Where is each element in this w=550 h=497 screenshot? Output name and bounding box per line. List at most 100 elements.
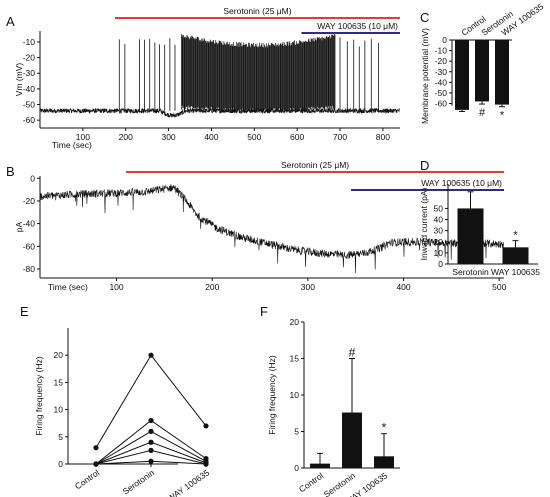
panel-letter-d: D: [420, 158, 429, 173]
category-label: WAY 100635: [491, 267, 540, 277]
y-tick-label: -10: [435, 46, 448, 56]
y-axis-label: Vm (mV): [14, 63, 24, 97]
cell-point: [203, 423, 209, 429]
y-tick-label: -80: [23, 264, 36, 274]
y-tick-label: 15: [54, 377, 64, 387]
significance-mark: #: [479, 107, 486, 119]
y-tick-label: -60: [23, 115, 36, 125]
cell-point: [148, 458, 154, 464]
cell-point: [148, 352, 154, 358]
y-tick-label: 10: [54, 405, 64, 415]
y-tick-label: -40: [23, 219, 36, 229]
y-tick-label: -30: [23, 68, 36, 78]
cell-point: [148, 428, 154, 434]
y-tick-label: -40: [23, 84, 36, 94]
x-tick-label: 200: [205, 282, 219, 292]
x-tick-label: 100: [76, 132, 90, 142]
bar-control: [455, 40, 469, 110]
cell-point: [203, 461, 209, 467]
y-tick-label: -50: [23, 100, 36, 110]
y-tick-label: 10: [434, 248, 444, 258]
y-tick-label: -30: [435, 67, 448, 77]
y-tick-label: -40: [435, 77, 448, 87]
significance-mark: *: [513, 230, 518, 242]
y-axis-label: Firing frequency (Hz): [267, 355, 277, 435]
x-tick-label: 200: [119, 132, 133, 142]
bar-way-100635: [374, 456, 394, 468]
panel-letter-a: A: [6, 14, 15, 29]
y-tick-label: -20: [23, 196, 36, 206]
significance-mark: *: [500, 110, 505, 122]
x-tick-label: 300: [301, 282, 315, 292]
category-label: Serotonin: [121, 467, 157, 496]
y-tick-label: -50: [435, 88, 448, 98]
y-tick-label: 5: [58, 432, 63, 442]
significance-mark: *: [382, 421, 387, 435]
y-tick-label: 0: [438, 259, 443, 269]
x-axis-label: Time (sec): [48, 282, 88, 292]
bar-serotonin: [342, 412, 362, 468]
bar-way-100635: [502, 247, 529, 264]
y-tick-label: 50: [434, 203, 444, 213]
bar-control: [310, 463, 330, 468]
bar-serotonin: [457, 208, 484, 264]
y-tick-label: 0: [294, 463, 299, 473]
y-tick-label: 15: [290, 354, 300, 364]
panel-letter-f: F: [260, 304, 268, 319]
cell-point: [148, 447, 154, 453]
panel-a-vm-trace: -10 -20 -30 -40 -50 -60 100 200 300 400 500 600 700 8…: [14, 6, 400, 150]
y-axis-label: Firing frequency (Hz): [34, 356, 44, 436]
y-tick-label: 20: [290, 317, 300, 327]
x-tick-label: 700: [333, 132, 347, 142]
y-tick-label: 30: [434, 226, 444, 236]
panel-c-membrane-potential-bars: 0-10-20-30-40-50-60 Membrane potential (m…: [420, 1, 545, 124]
category-label: WAY 100635: [165, 467, 211, 497]
y-tick-label: 5: [294, 427, 299, 437]
drug-bar-label-1: WAY 100635 (10 μM): [421, 178, 502, 188]
x-tick-label: 800: [376, 132, 390, 142]
x-tick-label: 400: [204, 132, 218, 142]
bar-serotonin: [475, 40, 489, 102]
y-axis-label: pA: [14, 221, 24, 232]
y-tick-label: 0: [30, 173, 35, 183]
x-tick-label: 300: [161, 132, 175, 142]
y-tick-label: -60: [23, 241, 36, 251]
panel-letter-c: C: [420, 10, 429, 25]
y-tick-label: 0: [442, 35, 447, 45]
cell-point: [93, 461, 99, 467]
y-tick-label: -60: [435, 99, 448, 109]
drug-bar-label-0: Serotonin (25 μM): [281, 160, 349, 170]
bar-way-100635: [495, 40, 509, 105]
panel-letter-b: B: [6, 164, 15, 179]
y-tick-label: -20: [23, 53, 36, 63]
drug-bar-label-1: WAY 100635 (10 μM): [317, 21, 398, 31]
x-tick-label: 500: [492, 282, 506, 292]
y-tick-label: 20: [434, 237, 444, 247]
category-label: Control: [73, 467, 101, 491]
cell-point: [148, 439, 154, 445]
drug-bar-label-0: Serotonin (25 μM): [223, 6, 291, 16]
x-axis-label: Time (sec): [52, 140, 92, 150]
cell-point: [148, 417, 154, 424]
panel-e-firing-frequency-lines: 0 5 10 15 20 Firing frequency (Hz) Control Sero…: [34, 328, 211, 497]
significance-mark: #: [349, 346, 356, 360]
x-tick-label: 600: [290, 132, 304, 142]
y-tick-label: -10: [23, 37, 36, 47]
x-tick-label: 100: [109, 282, 123, 292]
category-label: Serotonin: [452, 267, 489, 277]
y-tick-label: -20: [435, 56, 448, 66]
current-trace: [39, 184, 505, 274]
cell-point: [93, 445, 99, 451]
x-tick-label: 400: [396, 282, 410, 292]
y-tick-label: 20: [54, 350, 64, 360]
y-axis-label: Inward current (pA): [419, 187, 429, 260]
y-tick-label: 0: [58, 459, 63, 469]
y-axis-label: Membrane potential (mV): [420, 28, 430, 124]
x-tick-label: 500: [247, 132, 261, 142]
panel-letter-e: E: [20, 304, 29, 319]
y-tick-label: 10: [290, 390, 300, 400]
